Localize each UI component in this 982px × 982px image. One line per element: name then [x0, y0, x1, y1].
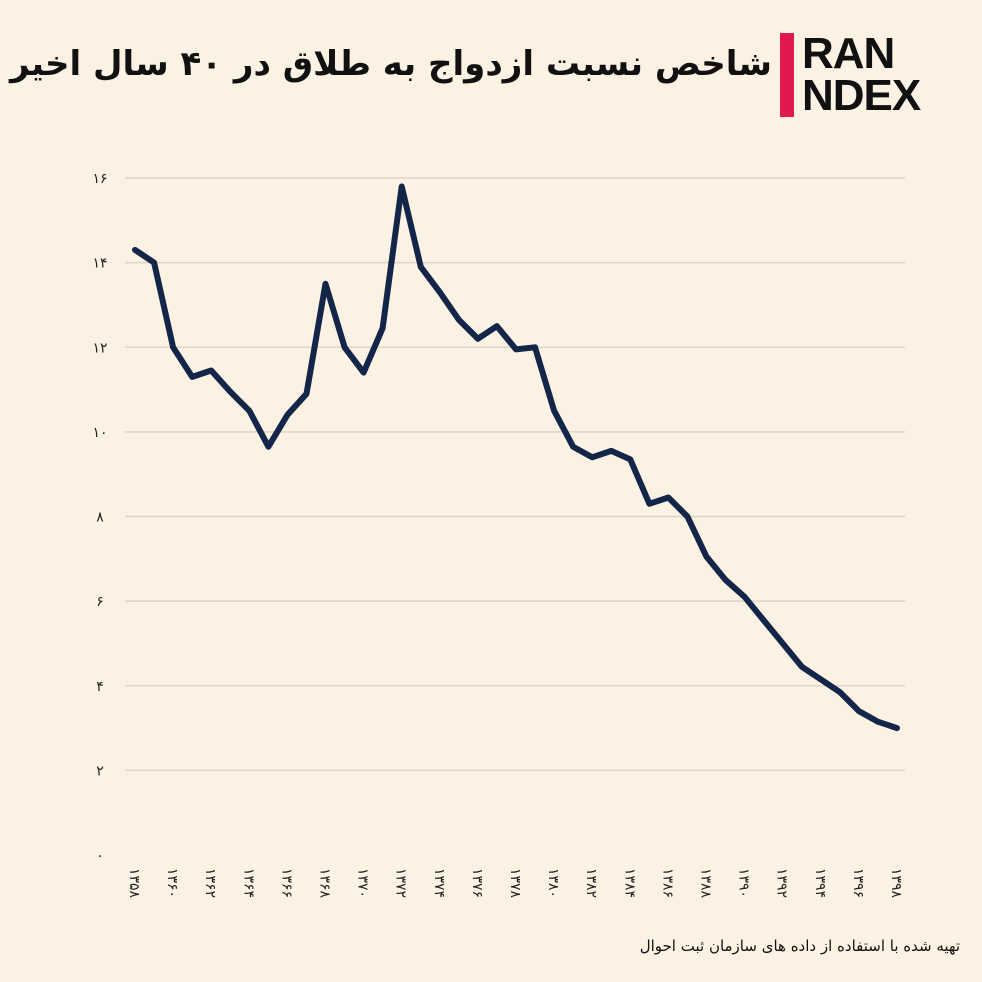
x-tick-label: ۱۳۹۲ — [774, 868, 790, 898]
x-tick-label: ۱۳۶۶ — [278, 868, 294, 898]
y-tick-label: ۲ — [96, 763, 104, 779]
y-tick-label: ۱۶ — [92, 171, 107, 187]
data-series-line — [132, 183, 900, 732]
x-tick-label: ۱۳۷۶ — [469, 868, 485, 898]
x-tick-label: ۱۳۷۰ — [355, 868, 371, 898]
x-tick-label: ۱۳۶۲ — [202, 868, 218, 898]
y-tick-label: ۱۰ — [92, 425, 107, 441]
logo-line-2: NDEX — [802, 71, 921, 120]
y-tick-label: ۸ — [96, 510, 104, 526]
x-tick-label: ۱۳۹۸ — [888, 868, 904, 899]
y-tick-label: ۶ — [96, 594, 104, 610]
iran-index-logo: RAN NDEX — [780, 29, 950, 120]
x-tick-label: ۱۳۹۰ — [736, 868, 752, 898]
x-tick-label: ۱۳۸۴ — [621, 868, 637, 898]
x-tick-label: ۱۳۸۶ — [659, 868, 675, 898]
logo-accent-bar — [780, 33, 794, 117]
x-tick-label: ۱۳۸۲ — [583, 868, 599, 898]
source-note: تهیه شده با استفاده از داده های سازمان ث… — [639, 937, 960, 955]
x-tick-label: ۱۳۹۴ — [812, 868, 828, 898]
x-tick-label: ۱۳۶۴ — [240, 868, 256, 898]
x-tick-label: ۱۳۵۸ — [126, 868, 142, 899]
y-tick-label: ۴ — [96, 679, 104, 695]
x-tick-label: ۱۳۷۲ — [393, 868, 409, 898]
logo-line-1: RAN — [802, 29, 895, 78]
y-tick-label: ۰ — [96, 848, 104, 864]
x-tick-label: ۱۳۶۰ — [164, 868, 180, 898]
x-tick-label: ۱۳۷۴ — [431, 868, 447, 898]
x-tick-label: ۱۳۶۸ — [317, 868, 333, 899]
x-tick-label: ۱۳۸۰ — [545, 868, 561, 898]
x-tick-label: ۱۳۷۸ — [507, 868, 523, 899]
x-tick-label: ۱۳۹۶ — [850, 868, 866, 898]
y-tick-label: ۱۲ — [92, 340, 107, 356]
y-tick-label: ۱۴ — [92, 256, 107, 272]
chart-title: شاخص نسبت ازدواج به طلاق در ۴۰ سال اخیر — [9, 44, 772, 84]
x-tick-label: ۱۳۸۸ — [698, 868, 714, 899]
